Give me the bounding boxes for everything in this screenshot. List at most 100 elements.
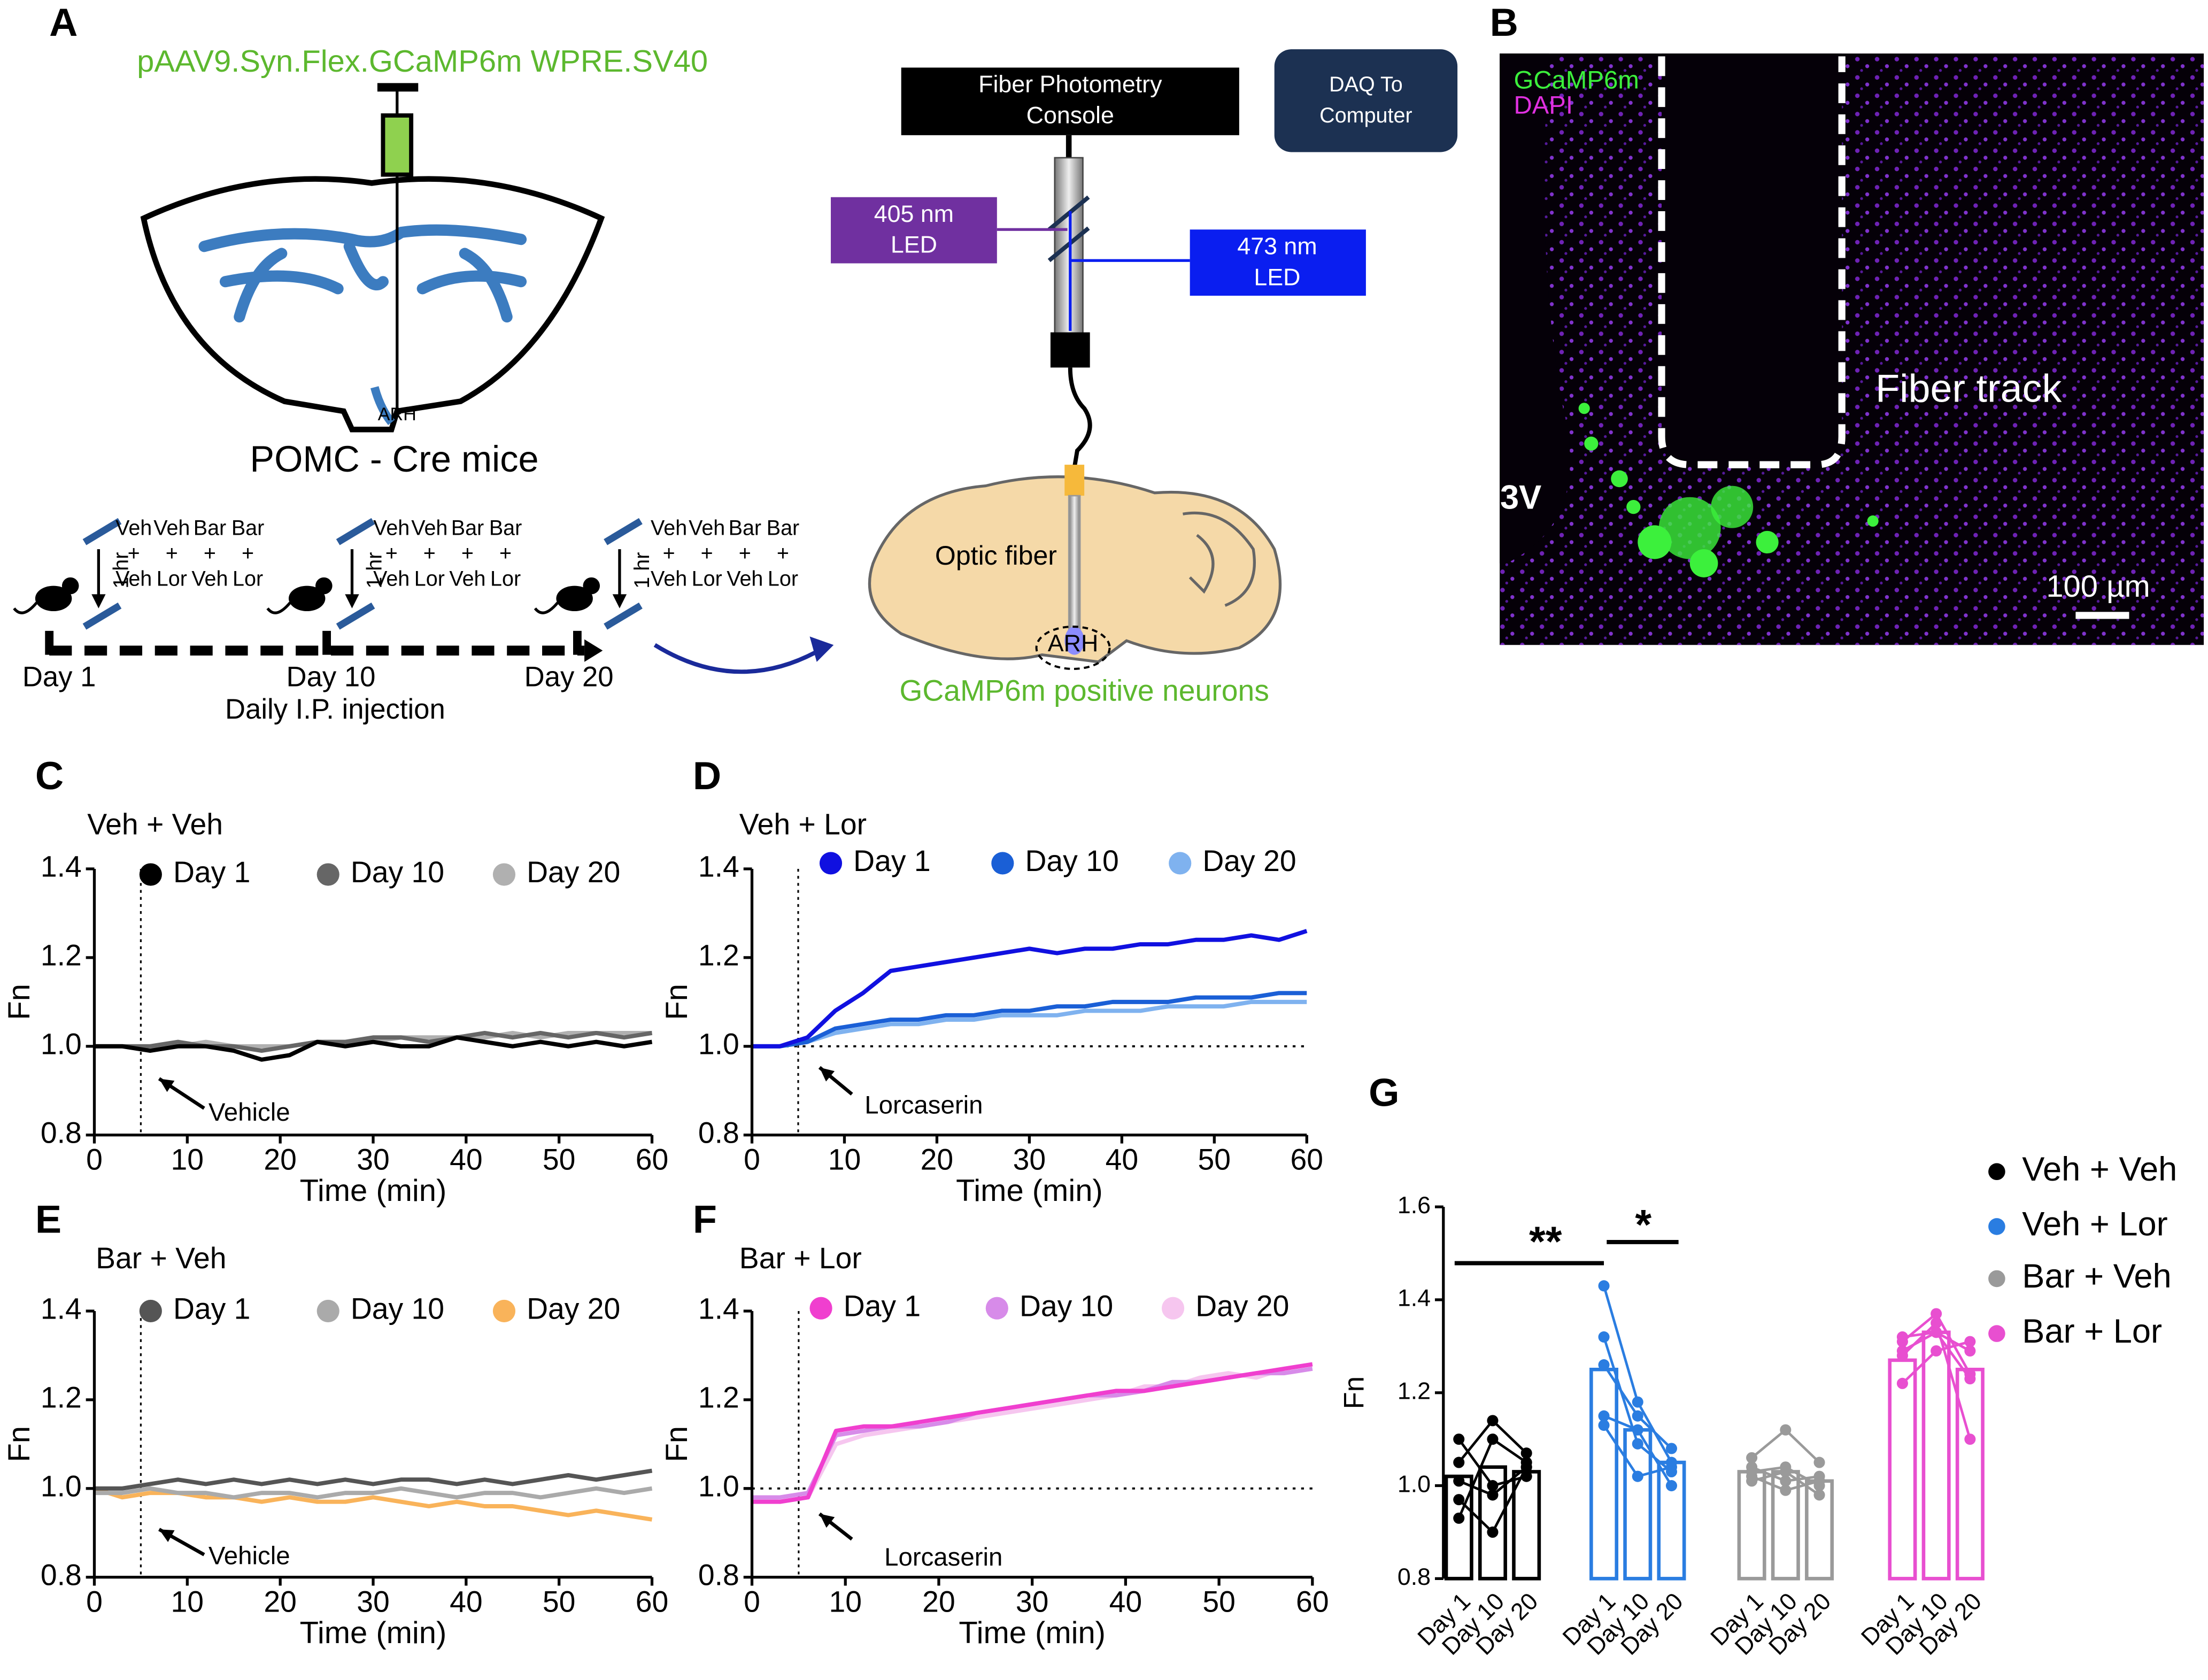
y-tick-label: 1.2 [41, 1381, 82, 1414]
treatment-label: Lor [692, 567, 722, 591]
subject-dot [1520, 1461, 1532, 1473]
legend-label: Day 20 [527, 1292, 620, 1325]
subject-dot [1453, 1456, 1465, 1468]
brain-structures [198, 224, 527, 323]
y-tick-label: 0.8 [698, 1116, 739, 1149]
led473-box [1190, 229, 1366, 296]
x-tick-label: 60 [1296, 1585, 1329, 1618]
series-line [752, 999, 1307, 1049]
legend-label: Day 10 [1025, 844, 1119, 877]
led405-label: 405 nm [874, 201, 954, 227]
scale-label: 100 µm [2046, 569, 2150, 604]
subject-dot [1598, 1331, 1610, 1343]
subject-dot [1487, 1526, 1499, 1538]
x-tick-label: 10 [829, 1585, 862, 1618]
legend-label: Day 20 [1195, 1289, 1289, 1322]
arh-label: ARH [378, 404, 416, 425]
plus-label: + [701, 542, 713, 565]
treatment-label: Veh [651, 567, 687, 591]
y-tick-label: 1.4 [41, 850, 82, 883]
interval-arrowhead [612, 594, 627, 608]
panel-label: G [1369, 1070, 1399, 1115]
series-line [751, 1362, 1313, 1504]
subject-dot [1780, 1466, 1792, 1478]
subject-dot [1964, 1373, 1976, 1385]
led473-label: 473 nm [1237, 233, 1317, 259]
legend-label: Bar + Veh [2022, 1258, 2171, 1295]
x-tick-label: 0 [86, 1143, 103, 1176]
console-box [901, 67, 1239, 135]
y-tick-label: 0.8 [1398, 1563, 1431, 1590]
interval-label: 1 hr [363, 552, 387, 589]
legend-label: Veh + Lor [2022, 1206, 2167, 1243]
flow-arrowhead [809, 636, 834, 662]
console-label: Console [1026, 102, 1114, 128]
timeline-ticks [45, 630, 582, 655]
legend-marker [1988, 1218, 2005, 1235]
legend-label: Day 1 [853, 844, 930, 877]
x-tick-label: 0 [86, 1585, 103, 1618]
y-tick-label: 1.0 [41, 1027, 82, 1060]
significance-label: * [1635, 1200, 1651, 1248]
chart-title: Bar + Veh [96, 1242, 226, 1275]
y-axis-label: Fn [660, 984, 694, 1020]
legend-marker [139, 1299, 162, 1323]
treatment-label: Veh [689, 517, 725, 540]
legend-label: Day 20 [1202, 844, 1296, 877]
treatment-label: Lor [768, 567, 798, 591]
subject-dot [1453, 1494, 1465, 1506]
y-axis-label: Fn [660, 1426, 694, 1462]
treatment-label: Lor [490, 567, 521, 591]
plus-label: + [423, 542, 436, 565]
day-label: Day 1 [22, 661, 96, 692]
x-axis-label: Time (min) [959, 1616, 1106, 1650]
annotation-arrowhead [819, 1067, 835, 1082]
legend-marker [991, 852, 1014, 875]
treatment-label: Veh [191, 567, 228, 591]
subject-dot [1931, 1308, 1942, 1320]
timeline-arrow [584, 639, 603, 662]
legend-marker [316, 1299, 339, 1323]
plus-label: + [663, 542, 675, 565]
x-tick-label: 10 [828, 1143, 861, 1176]
treatment-label: Bar [767, 517, 799, 540]
daq-label: Computer [1319, 104, 1412, 127]
bar [1444, 1474, 1473, 1581]
x-axis-label: Time (min) [300, 1174, 447, 1208]
legend-marker [316, 863, 339, 886]
subject-dot [1598, 1420, 1610, 1431]
treatment-label: Veh [449, 567, 485, 591]
treatment-label: Lor [157, 567, 187, 591]
legend-label: Day 10 [351, 1292, 444, 1325]
injection-label: Daily I.P. injection [225, 693, 445, 725]
panel-label: E [35, 1197, 61, 1242]
x-tick-label: 20 [922, 1585, 955, 1618]
series-line [94, 1486, 653, 1500]
subject-dot [1964, 1434, 1976, 1445]
chart-title: Veh + Lor [739, 808, 867, 841]
panel-label: B [1490, 0, 1518, 44]
annotation-arrowhead [159, 1529, 175, 1542]
subject-dot [1896, 1377, 1908, 1389]
ventricle [1500, 53, 1570, 564]
mouse-head [61, 577, 79, 595]
x-tick-label: 60 [1291, 1143, 1324, 1176]
subject-dot [1520, 1447, 1532, 1459]
interval-label: 1 hr [630, 552, 654, 589]
subject-dot [1813, 1489, 1825, 1501]
y-tick-label: 1.4 [41, 1292, 82, 1325]
subject-dot [1598, 1359, 1610, 1371]
series-line [752, 991, 1307, 1049]
plus-label: + [385, 542, 398, 565]
subject-dot [1896, 1345, 1908, 1357]
bar [1657, 1460, 1686, 1581]
subject-dot [1964, 1336, 1976, 1347]
x-tick-label: 20 [264, 1585, 297, 1618]
daq-label: DAQ To [1329, 73, 1403, 96]
plus-label: + [777, 542, 789, 565]
subject-dot [1487, 1434, 1499, 1445]
treatment-label: Bar [231, 517, 264, 540]
legend-label: Day 20 [527, 856, 620, 889]
x-tick-label: 50 [543, 1585, 576, 1618]
